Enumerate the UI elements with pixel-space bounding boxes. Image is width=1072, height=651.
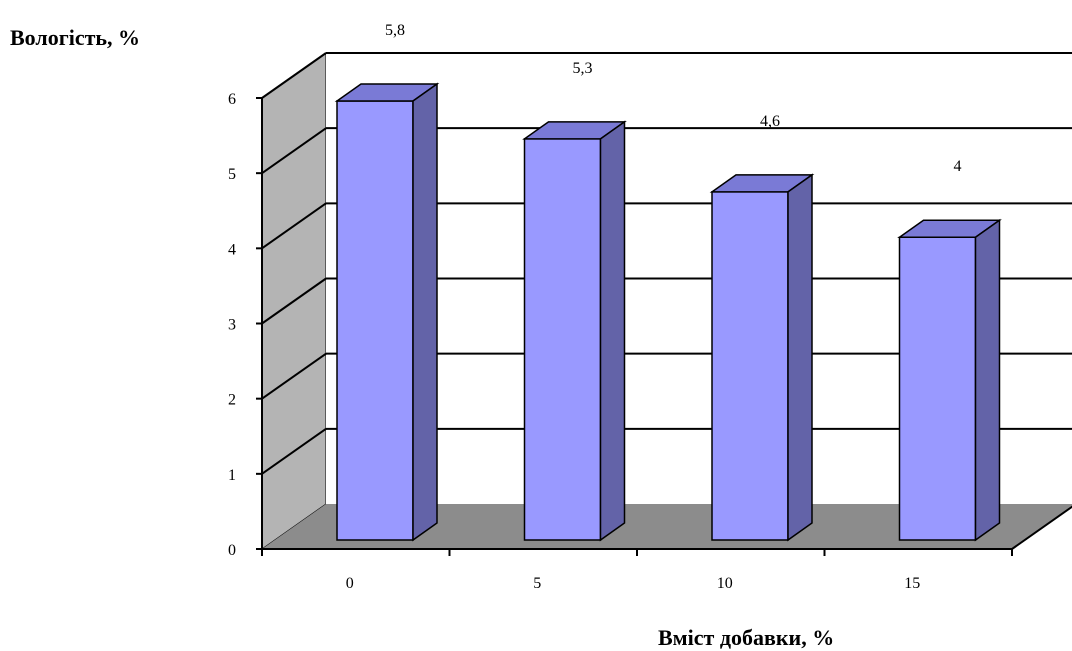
gridline-side (261, 352, 327, 400)
bars (334, 82, 1002, 542)
bar (709, 173, 815, 542)
y-tick-label: 2 (228, 392, 236, 409)
gridline-side (261, 127, 327, 174)
bar-front (711, 191, 789, 541)
x-tick-label: 10 (717, 575, 733, 592)
bar (897, 218, 1002, 542)
x-axis-title: Вміст добавки, % (658, 625, 834, 650)
axes (256, 97, 1072, 556)
bar-front (336, 100, 414, 541)
x-tick-labels: 0 5 10 15 (346, 575, 921, 592)
data-label: 5,8 (385, 22, 405, 39)
bar-front (523, 138, 602, 541)
gridline-side (261, 202, 327, 250)
y-tick-label: 3 (228, 317, 236, 334)
data-label: 5,3 (573, 60, 593, 77)
bar (334, 82, 440, 542)
y-tick-label: 1 (228, 467, 236, 484)
data-label: 4,6 (760, 113, 780, 130)
bar-side (412, 82, 438, 542)
bar (522, 120, 627, 542)
x-tick-label: 15 (904, 575, 920, 592)
y-tick-label: 5 (228, 166, 236, 183)
y-tick-label: 4 (228, 241, 236, 258)
y-axis-title: Вологість, % (10, 25, 140, 50)
y-tick-label: 6 (228, 91, 236, 108)
gridline-side (261, 277, 327, 325)
gridline-side (261, 428, 327, 475)
gridline-side (261, 52, 327, 99)
x-tick-label: 5 (533, 575, 541, 592)
floor-edge (1011, 505, 1072, 550)
bar-front (898, 236, 977, 541)
bar-side (787, 173, 813, 542)
bar-side (599, 120, 626, 542)
bar-side (974, 218, 1001, 542)
y-tick-labels: 0 1 2 3 4 5 6 (228, 91, 236, 559)
y-tick-label: 0 (228, 542, 236, 559)
floor (262, 504, 1072, 549)
x-tick-label: 0 (346, 575, 354, 592)
data-labels: 5,8 5,3 4,6 4 (385, 22, 962, 175)
data-label: 4 (954, 158, 962, 175)
